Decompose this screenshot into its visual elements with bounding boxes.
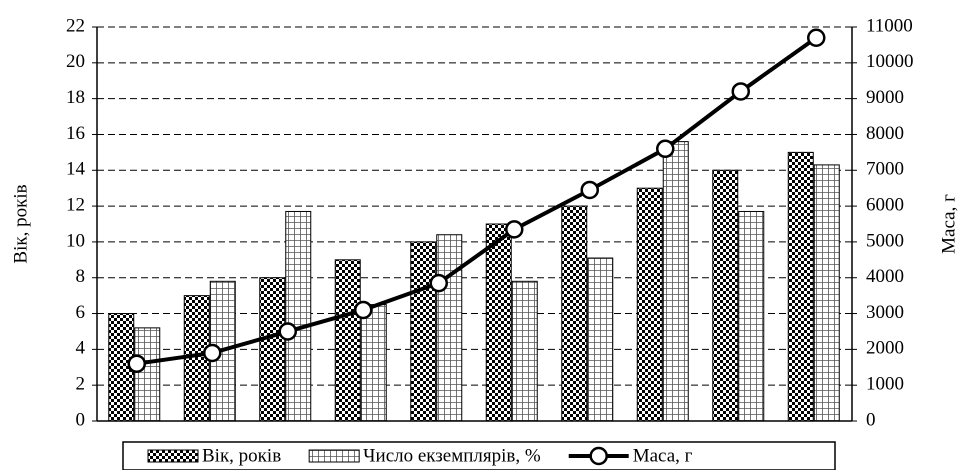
legend-label: Маса, г bbox=[633, 445, 693, 466]
bar bbox=[662, 141, 689, 422]
y-tick-label: 14 bbox=[66, 159, 86, 180]
line-marker bbox=[656, 139, 675, 159]
y-tick-label: 10 bbox=[66, 230, 85, 251]
y-tick-label: 16 bbox=[66, 123, 85, 144]
line-marker bbox=[580, 180, 599, 200]
bar bbox=[360, 304, 387, 422]
legend-marker bbox=[589, 446, 608, 466]
y2-tick-label: 10000 bbox=[866, 51, 914, 72]
legend-swatch bbox=[147, 449, 199, 463]
bar bbox=[334, 259, 361, 422]
y2-tick-label: 4000 bbox=[866, 266, 904, 287]
bar bbox=[712, 169, 739, 422]
line-marker bbox=[429, 273, 448, 293]
y2-tick-label: 8000 bbox=[866, 123, 904, 144]
legend-label: Число екземплярів, % bbox=[363, 445, 541, 466]
bar bbox=[636, 187, 663, 422]
bar bbox=[436, 234, 463, 422]
bar bbox=[410, 241, 437, 422]
legend-swatch bbox=[308, 449, 360, 463]
line-marker bbox=[203, 343, 222, 363]
line-marker bbox=[127, 354, 146, 373]
bar bbox=[561, 205, 588, 422]
line bbox=[136, 36, 818, 366]
line-marker bbox=[731, 82, 750, 101]
bar bbox=[259, 277, 286, 422]
y-tick-label: 20 bbox=[66, 51, 85, 72]
y2-tick-label: 11000 bbox=[866, 15, 913, 36]
bar bbox=[587, 257, 614, 422]
y-tick-label: 18 bbox=[66, 87, 85, 108]
line-marker bbox=[354, 300, 373, 320]
bar bbox=[285, 210, 312, 422]
y-tick-label: 12 bbox=[66, 194, 85, 215]
y-tick-label: 6 bbox=[76, 302, 86, 323]
y2-tick-label: 9000 bbox=[866, 87, 904, 108]
bar bbox=[813, 164, 840, 422]
bar bbox=[134, 327, 161, 422]
y-axis-label: Вік, років bbox=[10, 184, 31, 263]
y-tick-label: 0 bbox=[76, 409, 86, 430]
bar bbox=[511, 280, 538, 422]
y-tick-label: 2 bbox=[76, 374, 86, 395]
y2-tick-label: 5000 bbox=[866, 230, 904, 251]
y2-tick-label: 1000 bbox=[866, 374, 904, 395]
y-tick-label: 4 bbox=[76, 338, 86, 359]
line-marker bbox=[278, 322, 297, 341]
legend-box bbox=[122, 441, 836, 470]
y2-tick-label: 6000 bbox=[866, 194, 904, 215]
y-tick-label: 8 bbox=[76, 266, 86, 287]
y2-tick-label: 7000 bbox=[866, 159, 904, 180]
line-marker bbox=[807, 28, 826, 47]
y-tick-label: 22 bbox=[66, 15, 85, 36]
legend-label: Вік, років bbox=[202, 445, 281, 466]
y2-tick-label: 3000 bbox=[866, 302, 904, 323]
y2-tick-label: 0 bbox=[866, 409, 876, 430]
line-marker bbox=[505, 220, 524, 239]
y2-tick-label: 2000 bbox=[866, 338, 904, 359]
bar bbox=[485, 223, 512, 422]
bar bbox=[787, 151, 814, 422]
y2-axis-label: Маса, г bbox=[938, 194, 959, 254]
bar bbox=[738, 210, 765, 422]
